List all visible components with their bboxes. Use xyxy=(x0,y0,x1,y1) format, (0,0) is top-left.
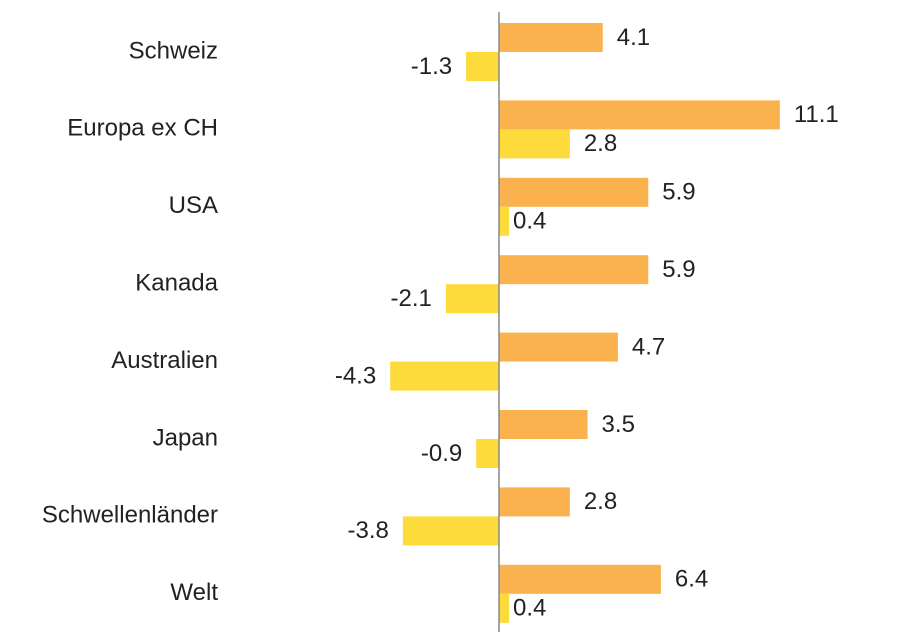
value-label: 5.9 xyxy=(662,256,695,283)
value-label: 5.9 xyxy=(662,179,695,206)
bar-series1-japan xyxy=(499,410,588,439)
value-labels: 4.1 -1.3 11.1 2.8 5.9 0.4 5.9 -2.1 4.7 -4.3 3.5 -0.… xyxy=(335,24,839,622)
bar-series2-europa-ex-ch xyxy=(499,129,570,159)
bar-series1-schwellenländer xyxy=(499,487,570,517)
category-label: Welt xyxy=(170,579,218,606)
bar-series1-usa xyxy=(499,177,649,207)
value-label: 3.5 xyxy=(602,411,635,438)
value-label: 2.8 xyxy=(584,488,617,515)
bars xyxy=(390,23,780,623)
bar-series2-kanada xyxy=(445,284,499,314)
value-label: -2.1 xyxy=(391,285,432,312)
bar-series1-australien xyxy=(499,332,618,362)
value-label: 4.7 xyxy=(632,333,665,360)
value-label: 0.4 xyxy=(513,595,546,622)
value-label: 11.1 xyxy=(794,101,839,128)
bar-series2-schweiz xyxy=(466,52,499,81)
value-label: 4.1 xyxy=(617,24,650,51)
value-label: 2.8 xyxy=(584,130,617,157)
bar-series2-japan xyxy=(476,439,499,468)
bar-series1-schweiz xyxy=(499,23,603,52)
category-label: Europa ex CH xyxy=(67,115,218,142)
category-labels: Schweiz Europa ex CH USA Kanada Australien Ja… xyxy=(42,37,219,606)
value-label: -4.3 xyxy=(335,362,376,389)
category-label: Schweiz xyxy=(129,37,218,64)
value-label: -1.3 xyxy=(411,53,452,80)
category-label: Australien xyxy=(111,347,218,374)
category-label: Schwellenländer xyxy=(42,502,218,529)
bar-series2-usa xyxy=(499,206,510,236)
category-label: Kanada xyxy=(135,270,218,297)
bar-series2-schwellenländer xyxy=(402,516,499,546)
bar-series1-welt xyxy=(499,564,661,594)
value-label: -3.8 xyxy=(348,517,389,544)
bar-series2-welt xyxy=(499,593,510,623)
value-label: -0.9 xyxy=(421,440,462,467)
value-label: 0.4 xyxy=(513,208,546,235)
category-label: USA xyxy=(169,192,218,219)
bar-series1-europa-ex-ch xyxy=(499,100,780,130)
bar-series1-kanada xyxy=(499,255,649,285)
category-label: Japan xyxy=(153,424,218,451)
bar-series2-australien xyxy=(390,361,499,391)
value-label: 6.4 xyxy=(675,566,708,593)
